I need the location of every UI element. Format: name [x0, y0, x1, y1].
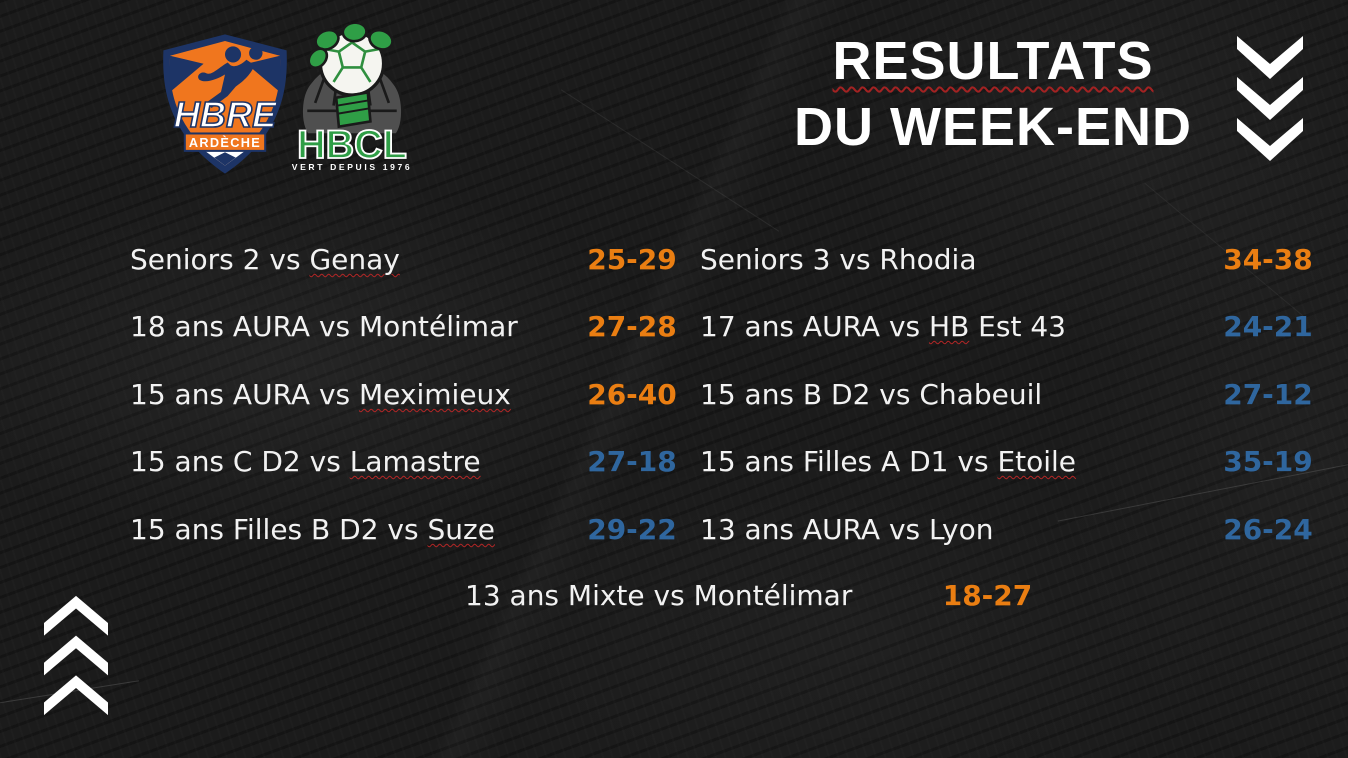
misspelled-word: Suze	[427, 513, 495, 546]
match-score: 27-12	[1223, 378, 1313, 411]
page-title: RESULTATS DU WEEK-END	[758, 28, 1228, 160]
misspelled-word: Etoile	[997, 445, 1077, 478]
svg-text:HBCL: HBCL	[297, 123, 407, 167]
match-score: 27-28	[587, 310, 677, 343]
svg-text:ARDÈCHE: ARDÈCHE	[189, 135, 261, 150]
misspelled-word: Genay	[309, 243, 400, 276]
svg-text:HBRE: HBRE	[174, 94, 278, 135]
match-label: Seniors 3 vs Rhodia	[700, 243, 977, 276]
hbcl-hand-ball-icon: HBCL VERT DEPUIS 1976	[292, 21, 412, 172]
match-label: 13 ans AURA vs Lyon	[700, 513, 994, 546]
match-label: 15 ans AURA vs Meximieux	[130, 378, 511, 411]
title-line-2: DU WEEK-END	[794, 97, 1192, 157]
hbre-shield-icon: HBRE ARDÈCHE	[163, 34, 287, 174]
match-label: 15 ans Filles B D2 vs Suze	[130, 513, 495, 546]
match-label: 18 ans AURA vs Montélimar	[130, 310, 518, 343]
hbre-logo: HBRE ARDÈCHE	[158, 33, 292, 179]
match-score: 26-24	[1223, 513, 1313, 546]
match-score: 24-21	[1223, 310, 1313, 343]
hbcl-logo: HBCL VERT DEPUIS 1976	[286, 21, 418, 178]
match-score: 18-27	[942, 579, 1033, 612]
match-label: 15 ans C D2 vs Lamastre	[130, 445, 481, 478]
match-score: 29-22	[587, 513, 677, 546]
match-score: 27-18	[587, 445, 677, 478]
misspelled-word: HB	[929, 310, 970, 343]
title-line-1: RESULTATS	[832, 31, 1154, 91]
chevrons-down-icon	[1237, 36, 1303, 166]
match-label: 17 ans AURA vs HB Est 43	[700, 310, 1066, 343]
match-score: 25-29	[587, 243, 677, 276]
match-label: 13 ans Mixte vs Montélimar	[465, 579, 853, 612]
match-score: 34-38	[1223, 243, 1313, 276]
misspelled-word: Lamastre	[349, 445, 481, 478]
match-score: 35-19	[1223, 445, 1313, 478]
match-label: 15 ans B D2 vs Chabeuil	[700, 378, 1043, 411]
chevrons-up-icon	[44, 593, 108, 723]
match-score: 26-40	[587, 378, 677, 411]
misspelled-word: Meximieux	[359, 378, 511, 411]
match-label: Seniors 2 vs Genay	[130, 243, 400, 276]
svg-text:VERT DEPUIS 1976: VERT DEPUIS 1976	[292, 162, 412, 172]
match-label: 15 ans Filles A D1 vs Etoile	[700, 445, 1077, 478]
